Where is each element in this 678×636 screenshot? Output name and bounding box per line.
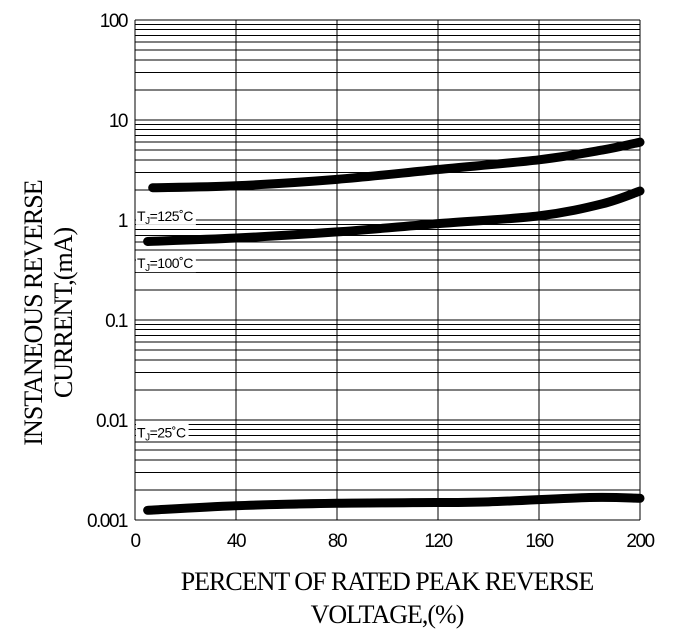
grid [134,19,641,521]
series-curves [143,137,645,515]
y-axis-title-line-1: INSTANEOUS REVERSE [19,180,48,445]
y-tick-label: 0.01 [96,411,128,432]
x-tick-label: 40 [227,531,246,552]
series-label-bg [136,254,196,273]
x-tick-label: 80 [328,531,347,552]
series-label-bg [136,206,196,225]
y-tick-label: 0.001 [87,511,128,532]
series-label-2: TJ=100˚C [137,255,193,274]
x-tick-label: 0 [130,531,140,552]
y-tick-label: 100 [100,11,128,32]
x-tick-label: 160 [525,531,553,552]
series-line-3 [143,492,645,515]
series-labels: TJ=125˚C TJ=100˚C TJ=25˚C [136,206,196,443]
y-axis-title-line-2: CURRENT,(mA) [49,228,78,399]
y-tick-labels: 0.001 0.01 0.1 1 10 100 [87,11,129,532]
series-label-3: TJ=25˚C [137,424,186,443]
series-line-1 [148,137,645,193]
x-tick-labels: 0 40 80 120 160 200 [130,531,656,552]
x-tick-label: 120 [424,531,452,552]
x-tick-label: 200 [626,531,654,552]
x-axis-title-line-2: VOLTAGE,(%) [311,600,464,629]
series-line-2 [143,186,645,246]
series-label-bg [136,423,189,442]
series-label-1: TJ=125˚C [137,208,193,227]
y-tick-label: 0.1 [105,311,128,332]
y-tick-label: 10 [109,111,128,132]
x-axis-title-line-1: PERCENT OF RATED PEAK REVERSE [181,567,594,596]
y-tick-label: 1 [118,211,128,232]
